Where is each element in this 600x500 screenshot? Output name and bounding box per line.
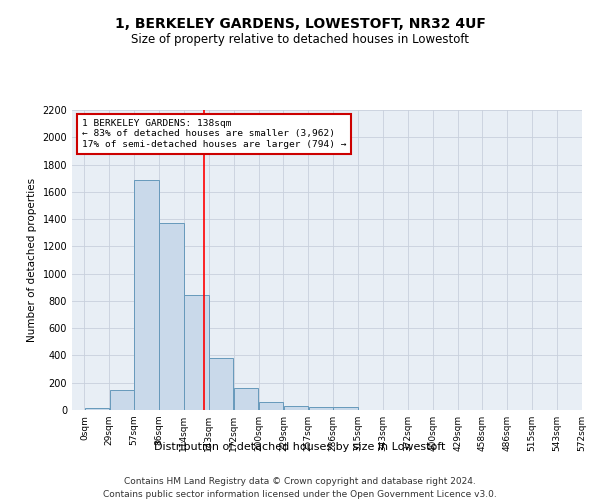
Text: Distribution of detached houses by size in Lowestoft: Distribution of detached houses by size … [154,442,446,452]
Text: 1 BERKELEY GARDENS: 138sqm
← 83% of detached houses are smaller (3,962)
17% of s: 1 BERKELEY GARDENS: 138sqm ← 83% of deta… [82,119,347,149]
Text: Contains public sector information licensed under the Open Government Licence v3: Contains public sector information licen… [103,490,497,499]
Bar [209,358,233,410]
Bar [308,406,333,410]
Bar [85,408,109,410]
Bar [259,402,283,410]
Bar [110,390,134,410]
Bar [134,180,159,410]
Text: Contains HM Land Registry data © Crown copyright and database right 2024.: Contains HM Land Registry data © Crown c… [124,478,476,486]
Bar [234,388,259,410]
Bar [334,406,358,410]
Text: 1, BERKELEY GARDENS, LOWESTOFT, NR32 4UF: 1, BERKELEY GARDENS, LOWESTOFT, NR32 4UF [115,18,485,32]
Bar [184,296,209,410]
Bar [284,406,308,410]
Y-axis label: Number of detached properties: Number of detached properties [27,178,37,342]
Text: Size of property relative to detached houses in Lowestoft: Size of property relative to detached ho… [131,32,469,46]
Bar [160,223,184,410]
